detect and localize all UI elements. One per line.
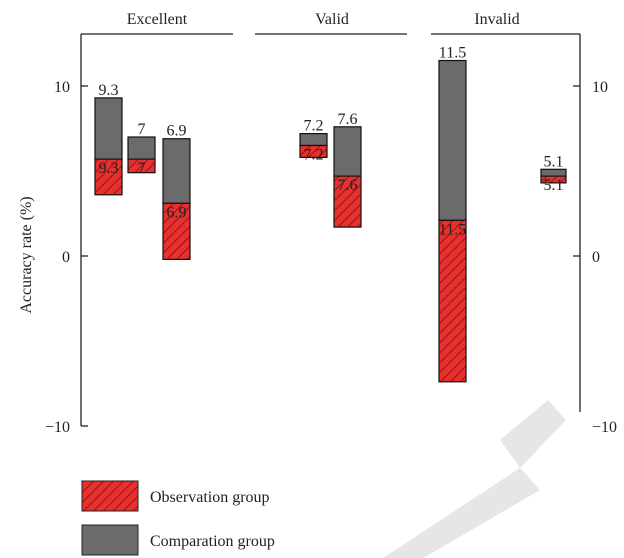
bar-comparation xyxy=(127,136,156,160)
data-label-comparation: 5.1 xyxy=(544,153,564,170)
panel-title-invalid: Invalid xyxy=(474,11,519,28)
data-label-comparation: 6.9 xyxy=(167,123,187,140)
bar-comparation xyxy=(333,126,362,177)
y-tick-label-neg10: −10 xyxy=(45,419,70,436)
bar-observation xyxy=(540,175,567,184)
legend-label-comparation: Comparation group xyxy=(150,533,275,550)
bar-observation xyxy=(162,202,191,261)
data-label-observation: 11.5 xyxy=(439,221,466,238)
data-label-comparation: 7 xyxy=(138,121,146,138)
bars: 9.3 9.3 7 7 6.9 6.9 7.2 7.2 7.6 7.6 11.5 11.5 5.1 5.1 xyxy=(94,45,567,383)
bar-observation xyxy=(127,158,156,174)
legend-item-observation: Observation group xyxy=(81,480,270,512)
right-y-axis xyxy=(573,34,581,412)
panel-title-excellent: Excellent xyxy=(127,11,188,28)
data-label-observation: 5.1 xyxy=(544,177,564,194)
data-label-observation: 7.6 xyxy=(338,177,358,194)
data-label-comparation: 11.5 xyxy=(439,45,466,62)
legend-label-observation: Observation group xyxy=(150,489,270,506)
bar-observation xyxy=(94,158,123,196)
bar-comparation xyxy=(299,133,328,147)
panel-title-valid: Valid xyxy=(315,11,349,28)
panel-titles: Excellent Valid Invalid xyxy=(127,11,520,28)
y-tick-label-10: 10 xyxy=(54,79,70,96)
bar-observation xyxy=(438,219,467,383)
legend-swatch-observation xyxy=(81,480,139,512)
data-label-comparation: 7.6 xyxy=(338,111,358,128)
bar-comparation xyxy=(438,59,467,221)
bar-observation xyxy=(333,175,362,228)
legend-item-comparation: Comparation group xyxy=(81,524,275,556)
watermark xyxy=(383,468,540,558)
bar-comparation xyxy=(162,138,191,204)
bar-observation xyxy=(299,144,328,158)
data-label-comparation: 9.3 xyxy=(99,82,119,99)
watermark xyxy=(500,400,566,468)
data-label-observation: 7.2 xyxy=(304,147,324,164)
y-axis-label: Accuracy rate (%) xyxy=(18,196,35,313)
right-y-tick-label-10: 10 xyxy=(592,79,608,96)
bar-comparation xyxy=(94,97,123,160)
data-label-observation: 9.3 xyxy=(99,160,119,177)
left-y-axis xyxy=(80,34,88,427)
left-tick-labels: 10 0 −10 xyxy=(45,79,70,436)
right-y-tick-label-0: 0 xyxy=(592,249,600,266)
right-tick-labels: 10 0 −10 xyxy=(592,79,617,436)
bar-comparation xyxy=(540,168,567,177)
y-tick-label-0: 0 xyxy=(62,249,70,266)
data-label-observation: 6.9 xyxy=(167,204,187,221)
data-label-comparation: 7.2 xyxy=(304,118,324,135)
data-label-observation: 7 xyxy=(138,160,146,177)
right-y-tick-label-neg10: −10 xyxy=(592,419,617,436)
legend: Observation group Comparation group xyxy=(81,480,275,556)
legend-swatch-comparation xyxy=(81,524,139,556)
